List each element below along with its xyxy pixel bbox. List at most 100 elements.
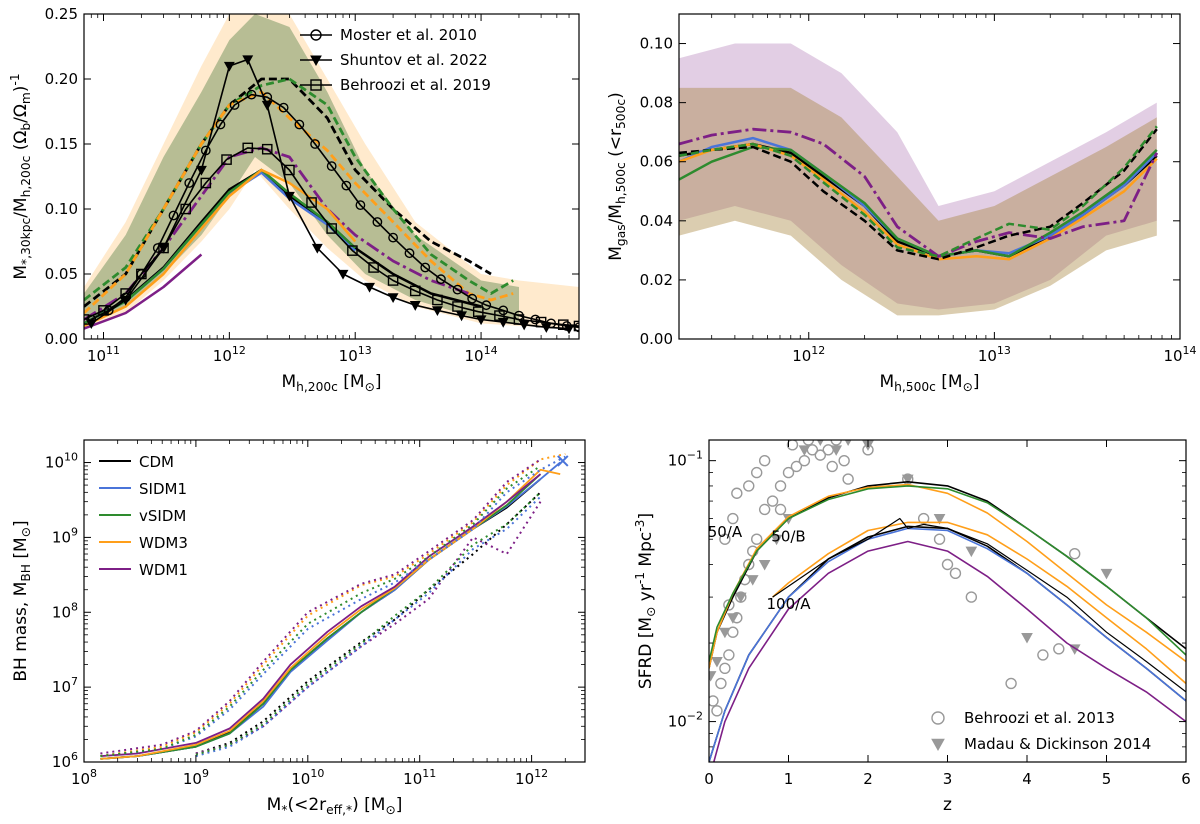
label-part: *: [281, 803, 287, 817]
marker-Behroozi: [221, 154, 232, 165]
series-line-Shuntov: [90, 58, 570, 330]
label-part: (<r: [606, 129, 626, 162]
tick-exp: −1: [687, 449, 703, 462]
marker-Shuntov: [261, 100, 273, 111]
marker-Shuntov: [364, 282, 375, 293]
marker-Moster: [420, 262, 431, 273]
obs-point-Madau: [1021, 633, 1033, 644]
legend-label: Shuntov et al. 2022: [340, 51, 488, 69]
obs-point-Behroozi: [798, 454, 811, 467]
label-part: Mpc: [636, 532, 656, 572]
label-part: SFRD [M: [636, 617, 656, 689]
tick-exp: 10: [310, 767, 324, 780]
obs-point-Behroozi: [1005, 677, 1017, 690]
series-line-vSIDM-d: [679, 125, 1158, 258]
obs-point-Behroozi: [842, 473, 854, 485]
annotation-label: 100/A: [767, 595, 812, 613]
marker-Moster: [404, 248, 415, 259]
label-part: /Ω: [11, 104, 31, 123]
legend-p4: Behroozi et al. 2013 Madau & Dickinson 20…: [931, 709, 1151, 753]
label-part: BH: [19, 564, 33, 582]
obs-point-Behroozi: [709, 695, 719, 707]
obs-point-Madau: [830, 445, 843, 456]
marker-Moster: [355, 200, 366, 211]
tick-label: 1011: [87, 344, 120, 365]
tick-base: 2: [863, 770, 873, 788]
series-line-100A-SIDM1: [709, 527, 1186, 762]
label-part: M: [879, 372, 894, 392]
marker-Moster: [388, 232, 398, 243]
marker-Behroozi: [347, 245, 358, 256]
marker-Behroozi: [573, 320, 579, 332]
marker-Moster: [278, 102, 289, 113]
obs-point-Behroozi: [933, 533, 946, 545]
tick-label: 2: [863, 770, 873, 788]
tick-label: 108: [52, 600, 78, 621]
tick-label: 1: [784, 770, 794, 788]
marker-Moster: [481, 300, 492, 311]
marker-Behroozi: [387, 275, 399, 286]
legend-p1: Moster et al. 2010 Shuntov et al. 2022 Beh…: [300, 26, 491, 94]
label-part: -1: [8, 73, 22, 85]
tick-base: 10: [515, 770, 534, 788]
marker-Behroozi: [472, 306, 484, 318]
tick-label: 109: [52, 525, 78, 546]
label-part: ⊙: [385, 803, 395, 817]
axes-p3: 108 109 1010 1011 10121061071081091010M*(<2r…: [11, 439, 586, 817]
tick-base: 6: [1181, 770, 1191, 788]
tick-label: 0.10: [45, 200, 78, 218]
tick-label: 0.25: [45, 5, 78, 23]
tick-label: 1010: [291, 767, 324, 788]
series-line-WDM3-med: [84, 168, 357, 328]
obs-point-Madau: [711, 656, 723, 668]
obs-point-Behroozi: [751, 466, 763, 479]
label-part: ⊙: [365, 380, 375, 394]
tick-base: 0.06: [640, 153, 673, 171]
marker-Behroozi: [284, 164, 295, 176]
tick-label: 1014: [1163, 344, 1196, 365]
series-line-WDM1-hi: [100, 458, 542, 755]
marker-Shuntov: [223, 61, 235, 72]
marker-Shuntov: [431, 306, 443, 317]
tick-exp: 14: [484, 344, 498, 357]
series-line-WDM3-hi: [100, 453, 566, 758]
label-part: yr: [636, 584, 656, 606]
tick-base: 10: [52, 528, 71, 546]
marker-Behroozi: [535, 316, 547, 328]
tick-label: 108: [71, 767, 97, 788]
obs-point-Behroozi: [838, 454, 850, 467]
obs-point-Behroozi: [826, 460, 838, 473]
tick-label: 0.04: [640, 212, 673, 230]
label-part: ]: [636, 513, 656, 520]
legend-label: Moster et al. 2010: [340, 26, 477, 44]
label-part: [M: [338, 372, 365, 392]
tick-label: 1012: [792, 344, 825, 365]
obs-point-Behroozi: [941, 558, 954, 571]
y-axis-label: BH mass, MBH [M⊙]: [11, 520, 33, 681]
tick-label: 0.15: [45, 135, 78, 153]
obs-point-Behroozi: [830, 440, 842, 446]
tick-label: 1012: [213, 344, 246, 365]
label-part: 500c: [614, 99, 628, 129]
obs-point-Behroozi: [774, 503, 787, 516]
obs-point-Madau: [758, 559, 771, 571]
legend-label: SIDM1: [139, 480, 187, 498]
tick-label: 0.00: [45, 330, 78, 348]
axes-frame: [678, 13, 1181, 340]
tick-exp: 10: [64, 451, 78, 464]
legend-marker: [310, 79, 322, 91]
series-line-vSIDM-med: [84, 168, 357, 325]
obs-point-Behroozi: [758, 503, 771, 516]
marker-Behroozi: [452, 301, 463, 312]
series-line-WDM3-mean: [84, 90, 514, 315]
obs-point-Behroozi: [719, 662, 731, 675]
axes-frame: [83, 439, 586, 763]
band-overlap: [84, 14, 519, 326]
series-line-SIDM1-hi: [100, 455, 566, 758]
marker-Moster: [436, 274, 446, 285]
tick-base: 10: [978, 347, 997, 365]
obs-point-Behroozi: [814, 449, 826, 461]
tick-base: 10: [668, 452, 687, 470]
tick-base: 0.10: [45, 200, 78, 218]
